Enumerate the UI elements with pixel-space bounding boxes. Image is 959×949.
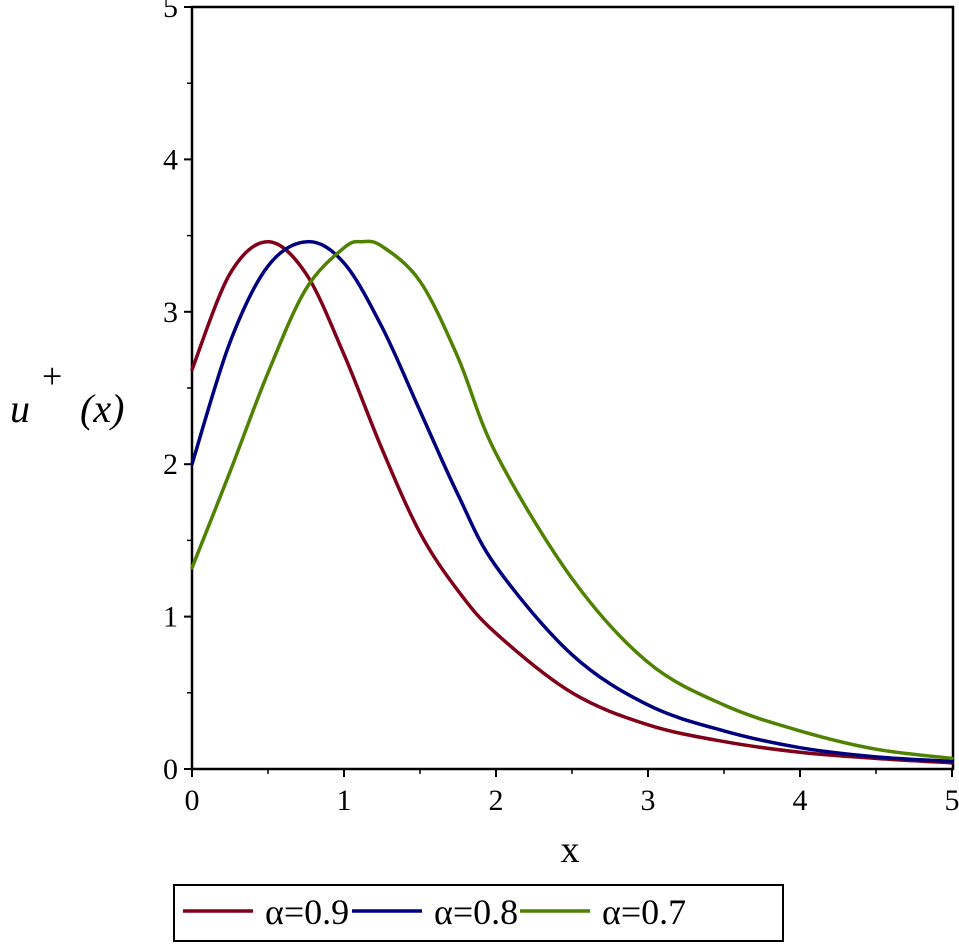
x-axis-title: x: [561, 829, 580, 871]
series-line-1: [190, 239, 954, 765]
series-line-3: [190, 239, 954, 761]
legend: α=0.9 α=0.8 α=0.7: [173, 884, 784, 942]
y-tick-label: 4: [163, 143, 178, 176]
series-lines: [190, 239, 954, 765]
y-axis-title: u + (x): [10, 356, 124, 431]
x-tick-label: 0: [185, 784, 200, 817]
y-tick-label: 2: [163, 448, 178, 481]
y-tick-label: 1: [163, 601, 178, 634]
x-tick-label: 5: [945, 784, 959, 817]
svg-text:(x): (x): [80, 386, 124, 431]
svg-text:+: +: [42, 356, 62, 396]
x-axis: 0 1 2 3 4 5: [185, 769, 959, 817]
legend-label: α=0.7: [602, 892, 686, 932]
legend-label: α=0.8: [434, 892, 518, 932]
y-tick-label: 0: [163, 753, 178, 786]
y-axis: 0 1 2 3 4 5: [163, 0, 192, 786]
legend-label: α=0.9: [265, 892, 349, 932]
y-tick-label: 5: [163, 0, 178, 24]
x-tick-label: 1: [337, 784, 352, 817]
y-tick-label: 3: [163, 296, 178, 329]
series-line-2: [190, 239, 954, 764]
svg-text:u: u: [10, 386, 30, 431]
x-tick-label: 2: [489, 784, 504, 817]
x-tick-label: 3: [641, 784, 656, 817]
x-tick-label: 4: [793, 784, 808, 817]
